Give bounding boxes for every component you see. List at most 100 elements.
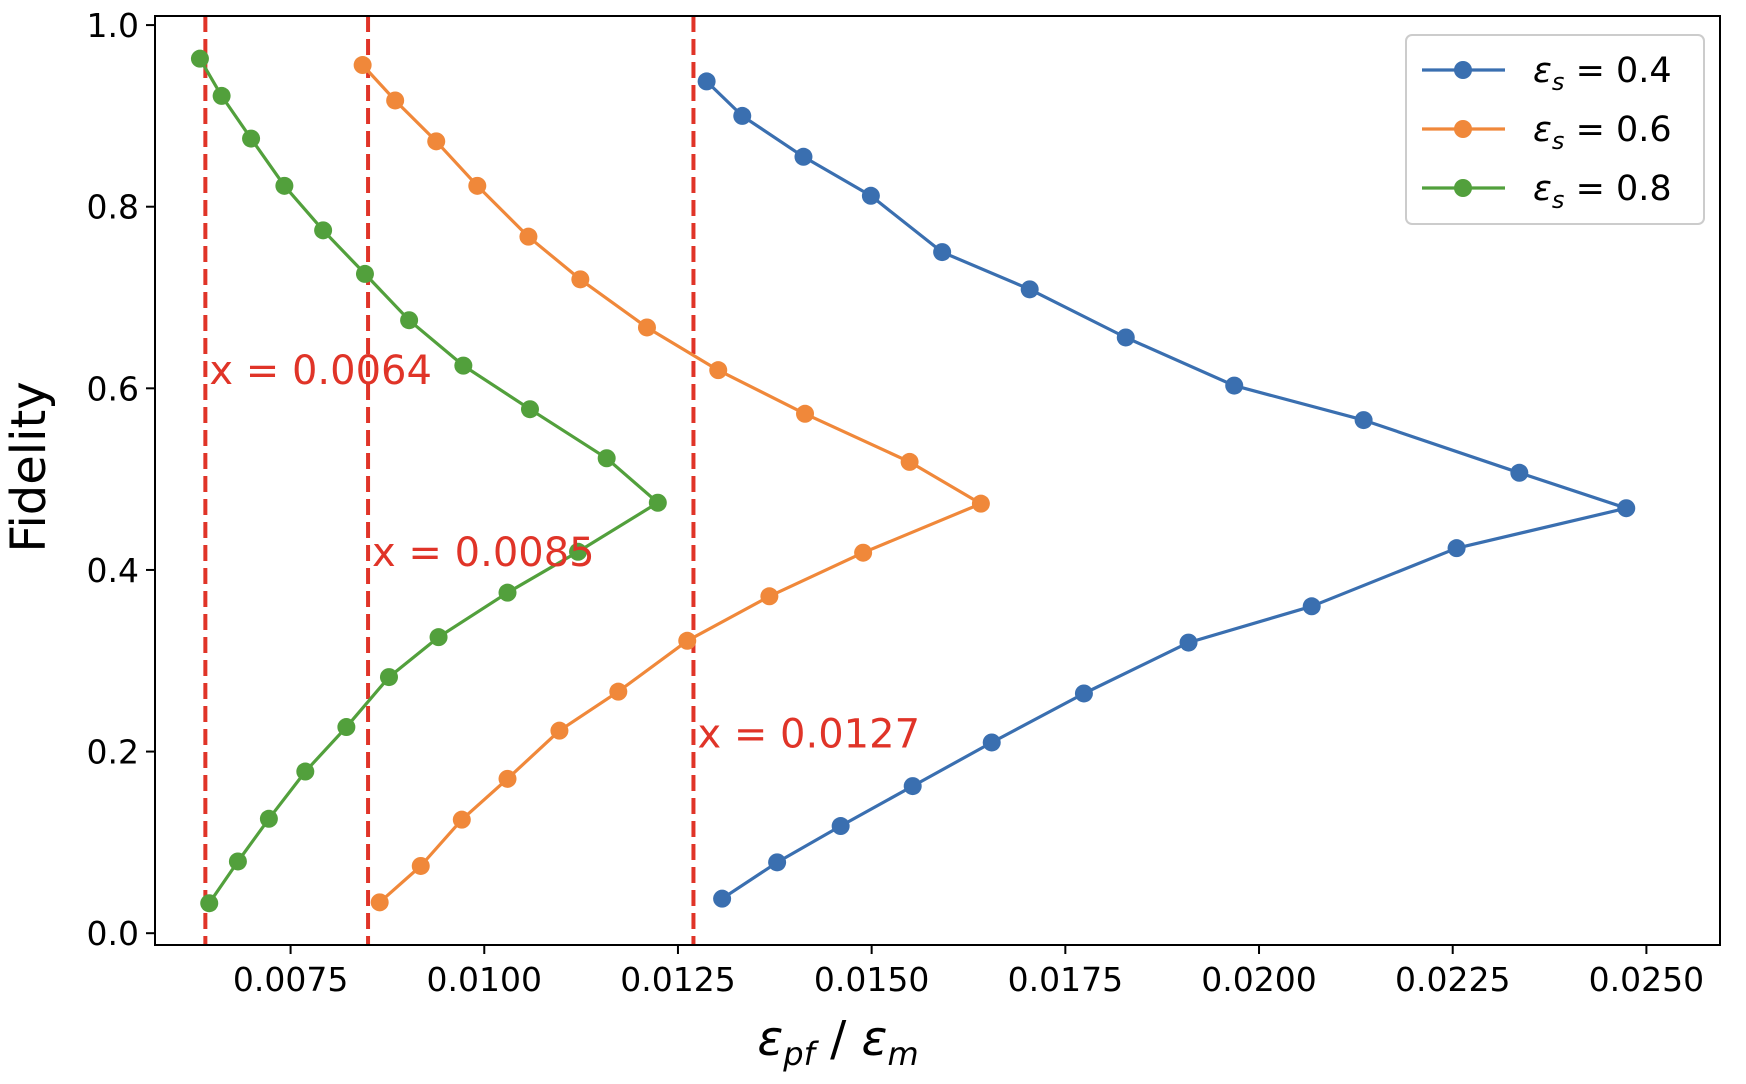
y-tick-label: 0.2: [87, 733, 139, 772]
legend-label-symbol: ε: [1533, 110, 1552, 150]
series-line: [198, 57, 660, 905]
data-point: [1302, 597, 1321, 616]
data-point: [228, 852, 247, 871]
reference-line-label: x = 0.0064: [209, 348, 432, 394]
data-point: [637, 318, 656, 337]
data-point: [337, 718, 356, 737]
data-point: [259, 809, 278, 828]
x-axis-label-subscript-1: pf: [782, 1035, 819, 1073]
series-1: [697, 72, 1636, 908]
legend-label-value: = 0.6: [1564, 110, 1671, 150]
data-point: [1179, 633, 1198, 652]
data-point: [854, 543, 873, 562]
x-axis-label-symbol-2: ε: [862, 1011, 888, 1067]
data-point: [296, 762, 315, 781]
y-axis-label: Fidelity: [1, 381, 57, 552]
data-point: [452, 810, 471, 829]
data-point: [569, 542, 588, 561]
data-point: [1447, 539, 1466, 558]
data-point: [648, 493, 667, 512]
data-point: [275, 176, 294, 195]
data-point: [550, 721, 569, 740]
legend-label-subscript: s: [1552, 186, 1565, 214]
data-point: [427, 132, 446, 151]
legend-marker: [1454, 120, 1472, 138]
y-tick-label: 0.8: [87, 188, 139, 227]
data-point: [597, 449, 616, 468]
data-point: [900, 452, 919, 471]
data-point: [1617, 499, 1636, 518]
legend: εs = 0.4εs = 0.6εs = 0.8: [1405, 34, 1705, 225]
data-point: [520, 400, 539, 419]
series-2: [353, 56, 990, 912]
data-point: [796, 404, 815, 423]
data-point: [200, 894, 219, 913]
series-line: [361, 63, 983, 904]
x-tick-label: 0.0250: [1589, 960, 1704, 999]
data-point: [571, 270, 590, 289]
data-point: [831, 817, 850, 836]
x-tick-label: 0.0100: [427, 960, 542, 999]
data-point: [519, 227, 538, 246]
data-point: [212, 86, 231, 105]
y-tick-label: 0.6: [87, 369, 139, 408]
data-point: [400, 311, 419, 330]
data-point: [903, 777, 922, 796]
data-point: [429, 628, 448, 647]
data-point: [353, 56, 372, 75]
series-3: [190, 49, 667, 913]
data-point: [468, 176, 487, 195]
x-axis-label-symbol-1: ε: [757, 1011, 783, 1067]
x-tick-label: 0.0200: [1201, 960, 1316, 999]
data-point: [971, 494, 990, 513]
legend-label-value: = 0.4: [1564, 51, 1671, 91]
y-tick-label: 1.0: [87, 6, 139, 45]
x-axis-label: εpf / εm: [757, 1011, 918, 1073]
data-point: [1510, 463, 1529, 482]
legend-marker: [1454, 61, 1472, 79]
x-axis: 0.0075 0.0100 0.0125 0.0150 0.0175 0.0200 0.02…: [233, 945, 1704, 999]
reference-line-label: x = 0.0127: [697, 711, 920, 757]
data-point: [709, 361, 728, 380]
reference-lines: [203, 16, 696, 945]
series-line: [705, 80, 1628, 901]
data-point: [713, 889, 732, 908]
data-point: [386, 91, 405, 110]
data-point: [609, 682, 628, 701]
data-point: [370, 893, 389, 912]
data-series: [190, 49, 1636, 913]
data-point: [1116, 328, 1135, 347]
data-point: [379, 668, 398, 687]
data-point: [454, 356, 473, 375]
data-point: [314, 221, 333, 240]
y-tick-label: 0.0: [87, 914, 139, 953]
reference-line-label: x = 0.0085: [372, 530, 595, 576]
legend-label: εs = 0.6: [1533, 110, 1672, 155]
plot-frame: [154, 15, 1721, 946]
x-tick-label: 0.0175: [1008, 960, 1123, 999]
x-tick-label: 0.0225: [1395, 960, 1510, 999]
x-axis-label-subscript-2: m: [888, 1035, 919, 1073]
data-point: [678, 631, 697, 650]
x-tick-label: 0.0150: [814, 960, 929, 999]
legend-label-subscript: s: [1552, 68, 1565, 96]
data-point: [794, 147, 813, 166]
x-tick-label: 0.0125: [620, 960, 735, 999]
data-point: [1354, 411, 1373, 430]
data-point: [1020, 280, 1039, 299]
data-point: [982, 733, 1001, 752]
legend-label-symbol: ε: [1533, 169, 1552, 209]
data-point: [411, 856, 430, 875]
data-point: [1225, 376, 1244, 395]
x-axis-label-separator: /: [815, 1011, 862, 1067]
data-point: [355, 264, 374, 283]
data-point: [697, 72, 716, 91]
legend-label-value: = 0.8: [1564, 169, 1671, 209]
data-point: [498, 583, 517, 602]
x-tick-label: 0.0075: [233, 960, 348, 999]
legend-label-symbol: ε: [1533, 51, 1552, 91]
y-axis: 0.0 0.2 0.4 0.6 0.8 1.0: [87, 6, 155, 953]
data-point: [861, 186, 880, 205]
legend-label-subscript: s: [1552, 127, 1565, 155]
